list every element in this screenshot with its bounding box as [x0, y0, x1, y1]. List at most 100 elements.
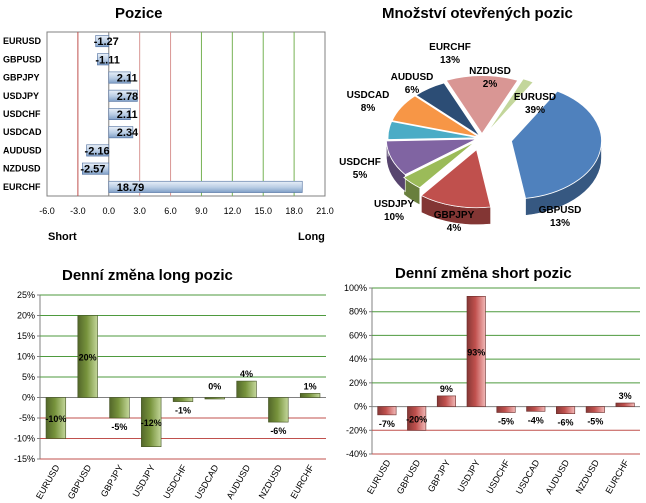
positions-short-label: Short — [48, 231, 77, 243]
positions-value-label: 2.78 — [117, 91, 138, 103]
positions-category-label: USDCAD — [3, 127, 42, 137]
long-value-label: 0% — [208, 382, 221, 392]
short-x-label: EURUSD — [365, 458, 393, 496]
positions-bar-gbpjpy — [108, 71, 131, 84]
positions-category-label: GBPJPY — [3, 73, 40, 83]
open-positions-pie-chart: EURUSD 39% GBPUSD 13% GBPJPY 4% USDJPY 10% USDCH… — [339, 42, 602, 234]
long-y-tick-label: 5% — [22, 372, 35, 382]
positions-bar-audusd — [86, 144, 110, 157]
pie-label-audusd: AUDUSD — [391, 72, 434, 83]
long-bar-usdcad — [204, 397, 225, 400]
short-value-label: -6% — [558, 418, 574, 428]
positions-category-label: AUDUSD — [3, 145, 42, 155]
short-y-tick-label: 40% — [349, 354, 367, 364]
positions-category-label: USDCHF — [3, 109, 41, 119]
pie-percent-eurchf: 13% — [440, 55, 460, 66]
short-x-label: USDCHF — [484, 458, 512, 496]
positions-long-label: Long — [298, 231, 325, 243]
pie-slice-audusd — [415, 82, 481, 137]
positions-value-label: 18.79 — [117, 182, 145, 194]
short-y-tick-label: 100% — [344, 283, 367, 293]
short-value-label: -4% — [528, 415, 544, 425]
positions-x-tick-label: 0.0 — [103, 206, 116, 216]
short-bar-nzdusd — [585, 406, 605, 413]
positions-bar-nzdusd — [82, 162, 110, 175]
long-bar-usdjpy — [141, 397, 162, 448]
long-value-label: -12% — [141, 418, 162, 428]
long-value-label: 4% — [240, 369, 253, 379]
short-change-chart: -40% -20% 0% 20% 40% 60% 80% 100% -7% EURUSD -20% G… — [344, 283, 640, 496]
positions-x-tick-label: 15.0 — [254, 206, 272, 216]
pie-percent-usdjpy: 10% — [384, 212, 404, 223]
positions-chart: -6.0 -3.0 0.0 3.0 6.0 9.0 12.0 15.0 18.0 21.0 EURU… — [3, 31, 334, 243]
positions-bar-eurchf — [108, 180, 303, 193]
short-bar-eurchf — [615, 402, 635, 407]
long-bar-audusd — [236, 380, 257, 398]
short-y-tick-label: 80% — [349, 307, 367, 317]
long-y-tick-label: 10% — [17, 352, 35, 362]
positions-bar-gbpusd — [97, 53, 110, 66]
short-x-label: GBPUSD — [395, 458, 423, 496]
positions-category-label: NZDUSD — [3, 164, 41, 174]
long-x-label: GBPJPY — [99, 463, 125, 499]
pie-slice-usdcad — [391, 95, 479, 138]
positions-value-label: 2.34 — [117, 127, 139, 139]
positions-value-label: -2.16 — [85, 145, 110, 157]
short-x-label: GBPJPY — [426, 458, 452, 494]
short-value-label: 9% — [440, 384, 453, 394]
pie-percent-nzdusd: 2% — [483, 79, 498, 90]
long-value-label: -6% — [270, 426, 286, 436]
long-change-chart: -15% -10% -5% 0% 5% 10% 15% 20% 25% -10% EURUSD 20%… — [14, 290, 326, 501]
positions-value-label: 2.11 — [117, 109, 138, 121]
long-y-tick-label: -15% — [14, 454, 35, 464]
long-x-label: USDCAD — [193, 463, 221, 501]
pie-slice-eurusd — [511, 90, 602, 199]
positions-category-label: USDJPY — [3, 91, 39, 101]
long-x-label: USDCHF — [161, 463, 189, 501]
long-x-label: EURCHF — [288, 463, 316, 501]
long-y-tick-label: 25% — [17, 290, 35, 300]
positions-chart-title: Pozice — [115, 5, 163, 22]
positions-value-label: 2.11 — [117, 73, 138, 85]
open-positions-pie-panel: Množství otevřených pozic EURUSD 39% GBPUS… — [330, 0, 646, 250]
pie-label-usdchf: USDCHF — [339, 157, 381, 168]
long-bar-gbpjpy — [109, 397, 130, 419]
long-value-label: 1% — [304, 381, 317, 391]
short-value-label: -7% — [379, 419, 395, 429]
long-value-label: -1% — [175, 406, 191, 416]
long-y-tick-label: 20% — [17, 311, 35, 321]
positions-value-label: -2.57 — [80, 164, 105, 176]
positions-chart-panel: Pozice -6.0 -3.0 0.0 3.0 6.0 9.0 12.0 15.0 18.0 2… — [0, 0, 334, 250]
positions-bar-eurusd — [95, 35, 110, 48]
long-bar-eurchf — [299, 393, 321, 398]
short-y-tick-label: -40% — [346, 449, 367, 459]
short-change-chart-title: Denní změna short pozic — [395, 265, 572, 282]
short-bar-audusd — [556, 406, 576, 414]
short-bar-usdcad — [526, 406, 546, 412]
short-x-label: NZDUSD — [574, 458, 602, 496]
pie-slice-usdjpy — [385, 138, 477, 176]
pie-percent-gbpusd: 13% — [550, 218, 570, 229]
positions-value-label: -1.11 — [95, 54, 119, 66]
positions-x-tick-label: 21.0 — [316, 206, 334, 216]
pie-label-eurchf: EURCHF — [429, 42, 471, 53]
long-y-tick-label: 0% — [22, 393, 35, 403]
long-value-label: -5% — [111, 422, 127, 432]
short-x-label: USDJPY — [456, 458, 482, 494]
pie-percent-audusd: 6% — [405, 85, 420, 96]
pie-label-nzdusd: NZDUSD — [469, 66, 511, 77]
pie-label-gbpusd: GBPUSD — [539, 205, 582, 216]
pie-label-gbpjpy: GBPJPY — [434, 210, 475, 221]
short-value-label: 93% — [467, 347, 485, 357]
positions-x-tick-label: 12.0 — [224, 206, 242, 216]
long-y-tick-label: -5% — [19, 413, 35, 423]
positions-x-tick-label: -3.0 — [70, 206, 86, 216]
pie-percent-usdcad: 8% — [361, 103, 376, 114]
short-x-label: AUDUSD — [544, 458, 572, 496]
pie-label-eurusd: EURUSD — [514, 92, 556, 103]
pie-label-usdjpy: USDJPY — [374, 199, 414, 210]
short-x-label: USDCAD — [514, 458, 542, 496]
positions-x-tick-label: 18.0 — [285, 206, 303, 216]
positions-x-tick-label: 9.0 — [195, 206, 208, 216]
positions-category-label: EURUSD — [3, 36, 42, 46]
